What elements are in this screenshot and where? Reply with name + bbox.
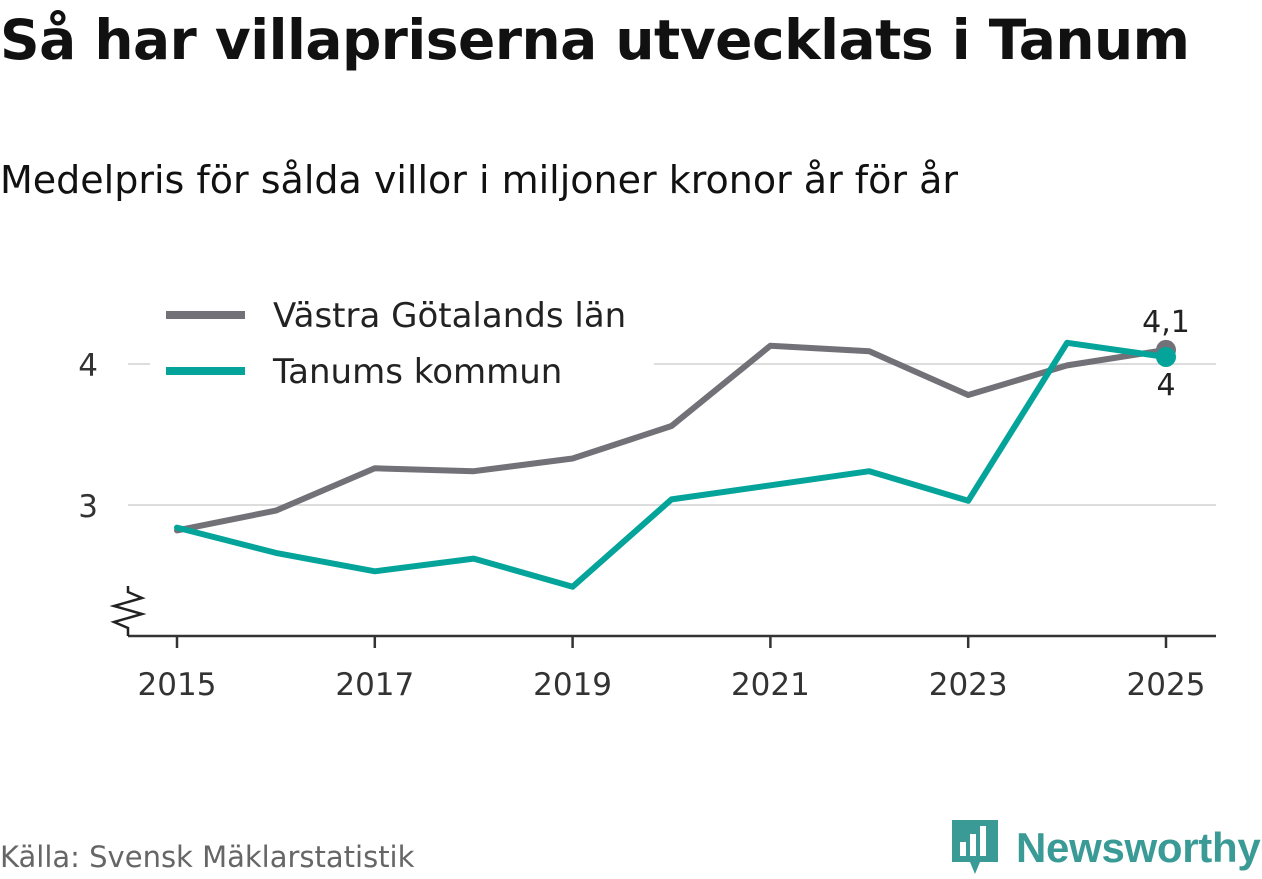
brand-logo: Newsworthy (950, 818, 1261, 878)
x-tick-label-2025: 2025 (1127, 667, 1206, 703)
chart-title: Så har villapriserna utvecklats i Tanum (0, 8, 1190, 72)
y-tick-label-4: 4 (78, 348, 98, 384)
x-tick-label-2019: 2019 (533, 667, 612, 703)
legend-background (150, 286, 654, 394)
x-tick-label-2015: 2015 (138, 667, 217, 703)
brand-name: Newsworthy (1016, 824, 1261, 871)
legend-label-1: Tanums kommun (272, 352, 562, 392)
series-line-1 (174, 339, 1169, 590)
series-lines (174, 339, 1176, 590)
end-label-0: 4,1 (1142, 305, 1190, 340)
x-tick-label-2023: 2023 (929, 667, 1008, 703)
axis-break-icon (109, 586, 147, 636)
y-tick-label-3: 3 (78, 489, 98, 525)
end-label-1: 4 (1156, 368, 1175, 403)
x-tick-label-2017: 2017 (335, 667, 414, 703)
end-labels: 4,14 (1142, 305, 1190, 403)
newsworthy-logo-icon (952, 820, 998, 874)
series-line-0 (174, 342, 1169, 534)
source-note: Källa: Svensk Mäklarstatistik (0, 840, 415, 874)
chart-subtitle: Medelpris för sålda villor i miljoner kr… (0, 158, 959, 202)
x-tick-label-2021: 2021 (731, 667, 810, 703)
legend-label-0: Västra Götalands län (273, 296, 626, 336)
series-end-point-1 (1156, 346, 1176, 367)
legend: Västra Götalands län Tanums kommun (150, 286, 654, 394)
axes: 3 4 2015 2017 2019 2021 2023 2025 (78, 348, 1216, 703)
